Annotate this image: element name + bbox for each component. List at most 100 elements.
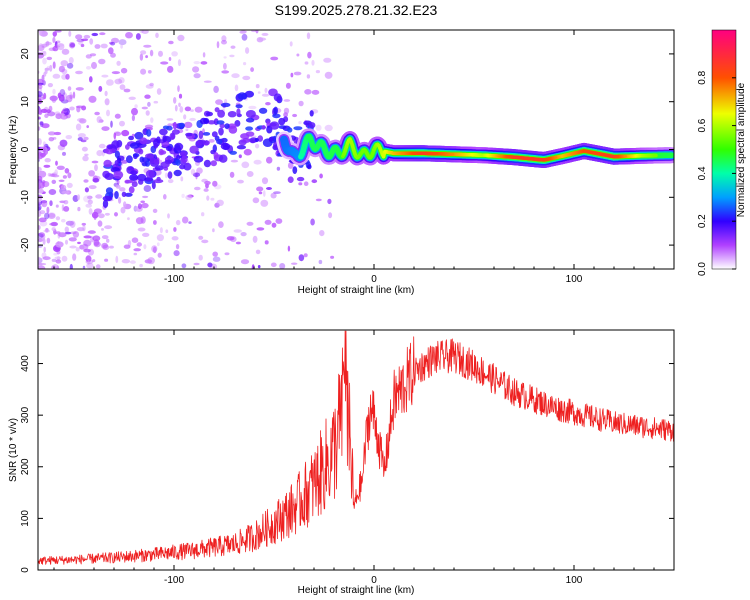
spectrogram-noise-blob: [68, 30, 72, 37]
spectrogram-noise-blob: [52, 61, 56, 69]
spectrogram-noise-blob: [59, 139, 68, 147]
spectrogram-noise-blob: [167, 65, 174, 73]
spectrogram-noise-blob: [65, 239, 68, 245]
spectrogram-energy-blob: [138, 148, 144, 155]
spectrogram-energy-blob: [210, 160, 217, 167]
spectrogram-noise-blob: [256, 186, 264, 192]
spectrogram-noise-blob: [173, 227, 177, 232]
spectrogram-noise-blob: [114, 212, 118, 217]
spectrogram-noise-blob: [118, 77, 125, 84]
spectrogram-energy-blob: [261, 125, 266, 130]
spectrogram-energy-blob: [114, 191, 119, 199]
spectrogram-noise-blob: [67, 86, 72, 91]
spectrogram-noise-blob: [51, 258, 57, 262]
spectrogram-noise-blob: [190, 168, 196, 176]
spectrogram-noise-blob: [59, 200, 66, 204]
spectrogram-noise-blob: [45, 40, 50, 47]
spectrogram-noise-blob: [298, 182, 303, 186]
spectrogram-noise-blob: [150, 117, 154, 123]
spectrogram-noise-blob: [81, 222, 87, 226]
spectrogram-noise-blob: [53, 252, 58, 256]
spectrogram-noise-blob: [193, 61, 201, 65]
x-tick-label: -100: [164, 274, 184, 285]
spectrogram-noise-blob: [98, 213, 105, 219]
spectrogram-noise-blob: [104, 212, 110, 216]
spectrogram-noise-blob: [87, 195, 93, 200]
spectrogram-noise-blob: [95, 264, 101, 269]
spectrogram-energy-blob: [241, 93, 248, 100]
spectrogram-noise-blob: [255, 30, 259, 34]
spectrogram-noise-blob: [257, 91, 261, 94]
spectrogram-noise-blob: [140, 50, 147, 55]
spectrogram-noise-blob: [58, 65, 65, 73]
spectrogram-noise-blob: [47, 213, 56, 219]
spectrogram-energy-blob: [189, 145, 199, 154]
spectrogram-noise-blob: [256, 227, 265, 231]
spectrogram-noise-blob: [145, 84, 154, 89]
spectrogram-noise-blob: [221, 70, 230, 74]
spectrogram-noise-blob: [92, 259, 96, 263]
spectrogram-noise-blob: [152, 208, 158, 213]
spectrogram-noise-blob: [69, 220, 76, 228]
spectrogram-noise-blob: [177, 59, 182, 67]
spectrogram-noise-blob: [248, 105, 257, 110]
spectrogram-noise-blob: [298, 100, 304, 107]
spectrogram-noise-blob: [60, 60, 69, 67]
spectrogram-noise-blob: [215, 99, 223, 105]
spectrogram-noise-blob: [97, 220, 103, 227]
spectrogram-noise-blob: [173, 97, 177, 104]
spectrogram-energy-blob: [176, 154, 181, 160]
spectrogram-noise-blob: [38, 107, 42, 115]
spectrogram-noise-blob: [167, 179, 174, 184]
spectrogram-energy-blob: [202, 132, 211, 136]
spectrogram-noise-blob: [202, 52, 206, 58]
spectrogram-noise-blob: [221, 35, 227, 42]
spectrogram-noise-blob: [251, 30, 257, 33]
spectrogram-noise-blob: [38, 91, 43, 98]
spectrogram-energy-blob: [218, 127, 224, 136]
spectrogram-noise-blob: [91, 61, 97, 70]
spectrogram-noise-blob: [85, 54, 92, 59]
spectrogram-noise-blob: [81, 146, 88, 152]
spectrogram-noise-blob: [183, 114, 187, 120]
spectrogram-noise-blob: [121, 259, 131, 264]
spectrogram-energy-blob: [172, 121, 177, 130]
spectrogram-noise-blob: [72, 253, 77, 261]
spectrogram-noise-blob: [194, 186, 201, 191]
spectrogram-noise-blob: [144, 124, 154, 129]
spectrogram-noise-blob: [131, 237, 139, 243]
spectrogram-energy-blob: [129, 174, 139, 181]
spectrogram-noise-blob: [135, 217, 144, 225]
spectrogram-noise-blob: [45, 228, 49, 233]
spectrogram-noise-blob: [64, 226, 70, 233]
spectrogram-noise-blob: [65, 94, 73, 103]
spectrogram-energy-blob: [153, 179, 164, 184]
spectrogram-noise-blob: [123, 88, 131, 93]
spectrogram-noise-blob: [54, 169, 58, 177]
spectrogram-noise-blob: [167, 123, 173, 127]
spectrogram-noise-blob: [152, 246, 157, 254]
spectrogram-noise-blob: [41, 200, 48, 208]
spectrogram-noise-blob: [119, 187, 126, 192]
spectrogram-noise-blob: [179, 106, 184, 113]
spectrogram-noise-blob: [180, 176, 184, 182]
spectrogram-noise-blob: [115, 255, 119, 263]
spectrogram-energy-blob: [139, 137, 148, 145]
spectrogram-noise-blob: [94, 111, 100, 116]
spectrogram-noise-blob: [276, 166, 281, 171]
spectrogram-noise-blob: [163, 194, 167, 200]
spectrogram-noise-blob: [83, 248, 91, 253]
spectrogram-noise-blob: [83, 34, 91, 39]
spectrogram-noise-blob: [303, 253, 308, 258]
spectrogram-noise-blob: [310, 218, 315, 226]
spectrogram-energy-blob: [145, 153, 155, 159]
spectrogram-noise-blob: [323, 57, 332, 63]
spectrogram-noise-blob: [133, 248, 141, 252]
spectrogram-noise-blob: [61, 48, 70, 55]
spectrogram-noise-blob: [42, 141, 46, 148]
spectrogram-noise-blob: [307, 51, 312, 59]
y-tick-label: -20: [20, 237, 31, 252]
spectrogram-noise-blob: [69, 91, 73, 99]
spectrogram-energy-blob: [132, 153, 140, 158]
spectrogram-noise-blob: [55, 160, 58, 166]
